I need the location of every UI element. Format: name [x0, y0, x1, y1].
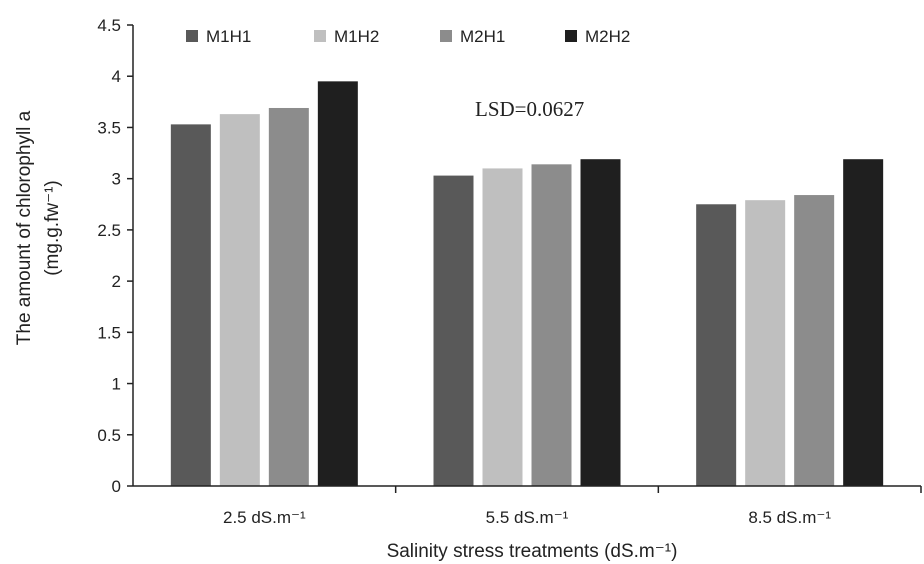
- y-tick-label: 1.5: [97, 323, 121, 342]
- y-tick-label: 0: [112, 477, 121, 496]
- bars: [170, 81, 884, 487]
- y-tick-label: 4: [112, 67, 121, 86]
- y-tick-label: 0.5: [97, 426, 121, 445]
- bar-m1h1-3: [696, 204, 737, 486]
- bar-m1h1-2: [433, 175, 474, 487]
- y-axis-title-line1: The amount of chlorophyll a: [14, 110, 35, 345]
- legend-swatch-m2h2: [565, 30, 577, 42]
- legend-label-m2h2: M2H2: [585, 27, 630, 46]
- legend-swatch-m1h1: [186, 30, 198, 42]
- y-axis-title: The amount of chlorophyll a: [14, 110, 35, 345]
- bar-m1h1-1: [170, 124, 211, 487]
- y-tick-label: 3.5: [97, 118, 121, 137]
- legend-label-m1h1: M1H1: [206, 27, 251, 46]
- x-axis-title: Salinity stress treatments (dS.m⁻¹): [387, 541, 678, 562]
- y-axis-ticks: 0 0.5 1 1.5 2 2.5 3 3.5 4 4.5: [97, 16, 133, 496]
- lsd-annotation: LSD=0.0627: [475, 97, 584, 121]
- y-tick-label: 3: [112, 170, 121, 189]
- bar-m2h2-2: [580, 159, 621, 487]
- legend-label-m2h1: M2H1: [460, 27, 505, 46]
- y-tick-label: 2: [112, 272, 121, 291]
- bar-m2h2-3: [843, 159, 884, 487]
- bar-m1h2-3: [745, 200, 786, 486]
- y-axis-subtitle: (mg.g.fw⁻¹): [42, 180, 63, 276]
- y-axis-title-line2: (mg.g.fw⁻¹): [42, 180, 63, 276]
- bar-m1h2-2: [482, 168, 523, 486]
- x-tick-label: 8.5 dS.m⁻¹: [748, 508, 831, 527]
- y-tick-label: 2.5: [97, 221, 121, 240]
- bar-m2h1-3: [794, 195, 835, 486]
- x-tick-label: 5.5 dS.m⁻¹: [486, 508, 569, 527]
- legend-label-m1h2: M1H2: [334, 27, 379, 46]
- x-tick-label: 2.5 dS.m⁻¹: [223, 508, 306, 527]
- x-axis-ticks: 2.5 dS.m⁻¹ 5.5 dS.m⁻¹ 8.5 dS.m⁻¹: [223, 486, 922, 527]
- legend-swatch-m1h2: [314, 30, 326, 42]
- legend-swatch-m2h1: [440, 30, 452, 42]
- legend: M1H1 M1H2 M2H1 M2H2: [186, 27, 630, 46]
- bar-m2h1-2: [531, 164, 572, 486]
- bar-m2h1-1: [268, 107, 309, 486]
- bar-m2h2-1: [317, 81, 358, 486]
- y-tick-label: 1: [112, 375, 121, 394]
- bar-m1h2-1: [219, 114, 260, 487]
- y-tick-label: 4.5: [97, 16, 121, 35]
